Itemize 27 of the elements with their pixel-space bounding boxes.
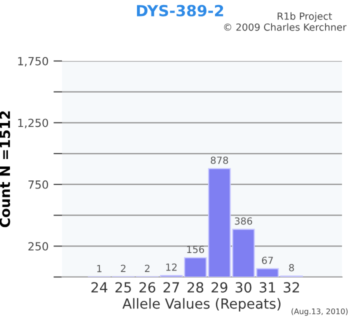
x-tick-label: 31: [260, 282, 276, 293]
x-tick-label: 25: [115, 282, 131, 293]
data-label: 12: [166, 264, 177, 271]
x-tick-label: 29: [212, 282, 228, 293]
data-label: 386: [234, 217, 252, 225]
data-label: 156: [187, 246, 204, 254]
data-label: 878: [210, 156, 228, 164]
data-label: 2: [120, 264, 126, 272]
y-axis-title: Count N =1512: [0, 111, 10, 228]
data-label: 1: [97, 264, 102, 272]
y-tick-label: 250: [28, 242, 48, 251]
x-tick-label: 30: [236, 282, 252, 293]
x-tick-label: 28: [188, 282, 204, 293]
x-tick-label: 32: [284, 282, 299, 293]
x-tick-label: 26: [140, 282, 156, 293]
y-tick-label: 750: [28, 180, 48, 189]
x-tick-label: 24: [91, 282, 108, 292]
y-tick-label: 1,750: [18, 56, 48, 67]
text: R1b Project: [278, 12, 332, 22]
data-label: 2: [144, 264, 150, 272]
data-label: 67: [262, 256, 273, 264]
data-label: 8: [289, 264, 294, 272]
x-tick-label: 27: [164, 282, 180, 292]
y-tick-label: 1,250: [18, 118, 48, 128]
x-axis-title: Allele Values (Repeats): [122, 298, 280, 312]
text: © 2009 Charles Kerchner: [224, 23, 346, 31]
chart-title: DYS-389-2: [136, 4, 224, 16]
